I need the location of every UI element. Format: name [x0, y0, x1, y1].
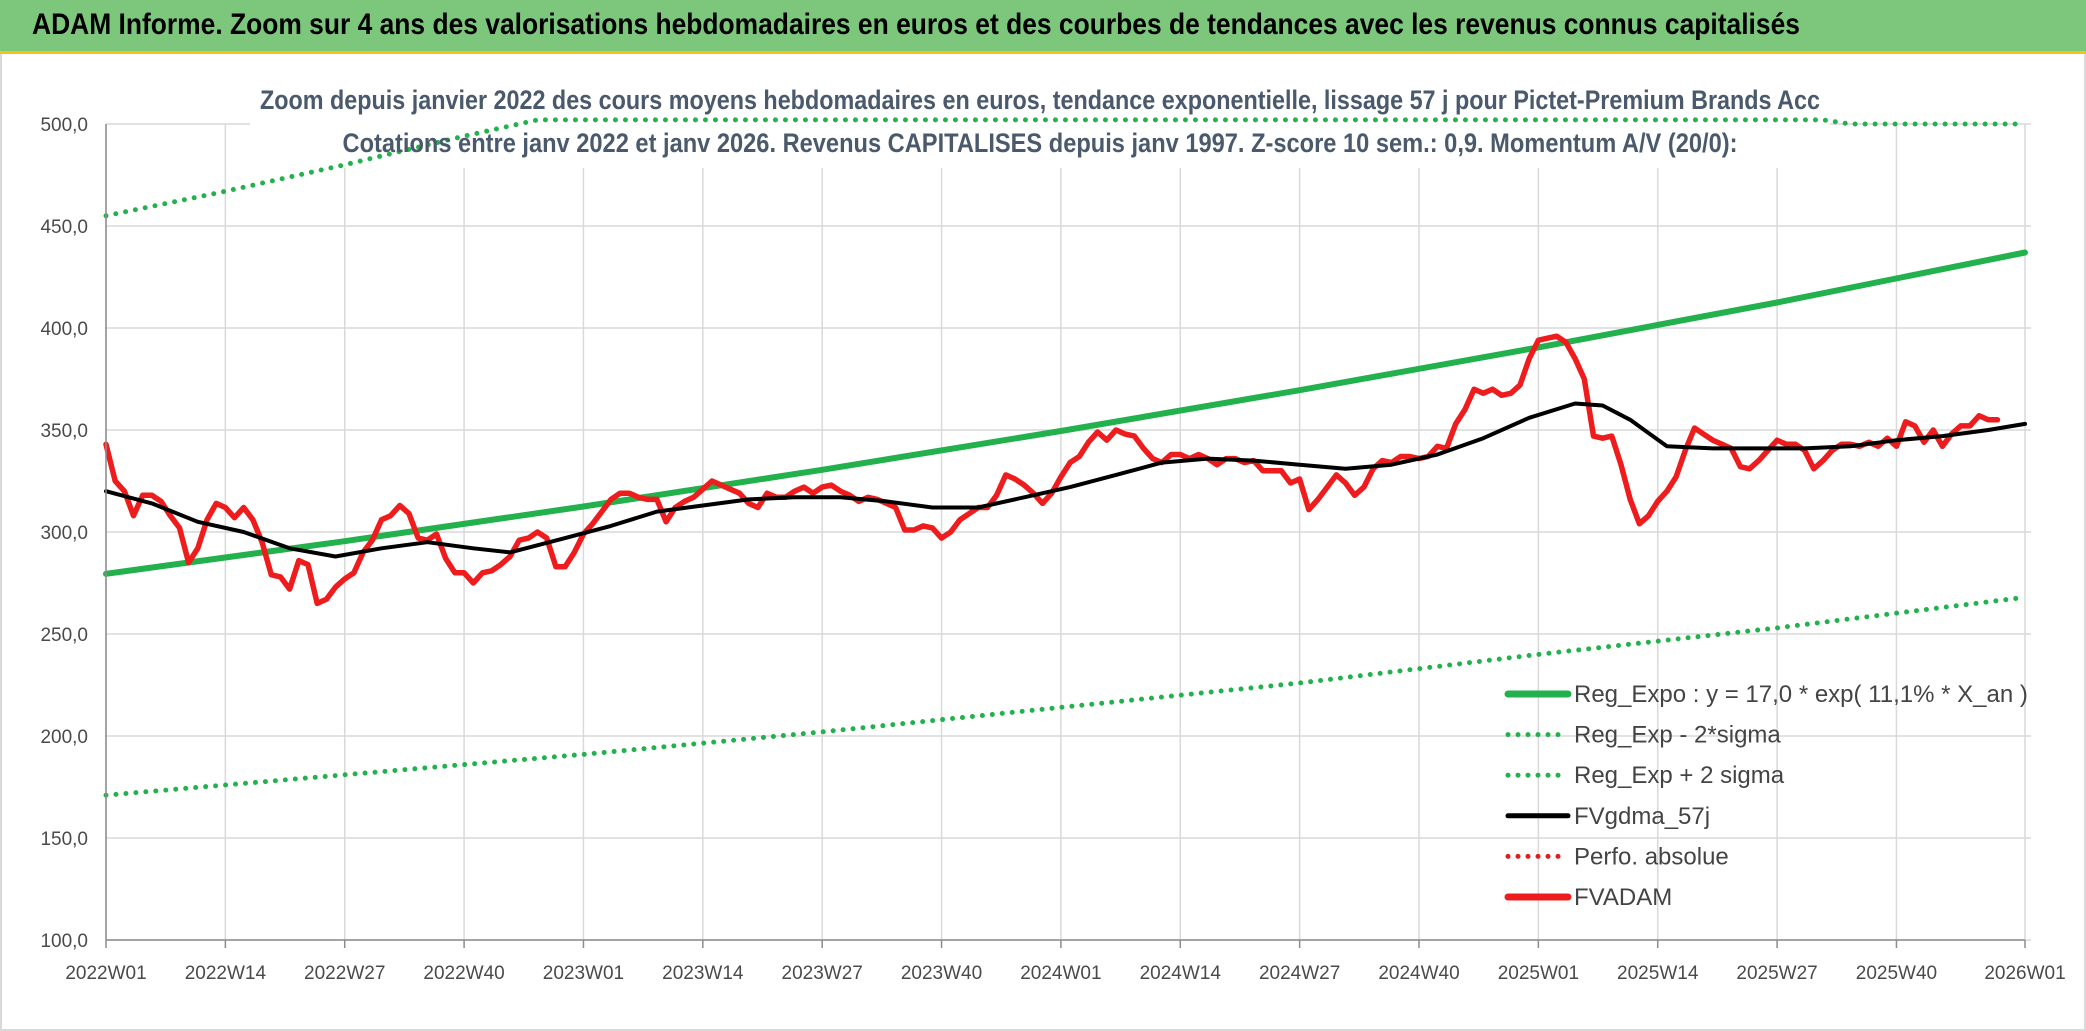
x-tick-label: 2023W40 — [901, 963, 982, 984]
chart-title-line-1: Zoom depuis janvier 2022 des cours moyen… — [260, 85, 1820, 115]
axes: 500,0 450,0 400,0 350,0 300,0 250,0 200,0 150,0… — [40, 115, 2065, 984]
series-line-1 — [103, 594, 2028, 798]
header-banner: ADAM Informe. Zoom sur 4 ans des valoris… — [0, 0, 2086, 54]
x-tick-label: 2023W27 — [782, 963, 863, 984]
x-tick-label: 2025W27 — [1736, 963, 1817, 984]
x-tick-label: 2022W14 — [185, 963, 267, 984]
y-tick-label: 400,0 — [40, 319, 88, 340]
chart-frame — [0, 54, 2086, 1031]
legend-label-3: FVgdma_57j — [1574, 803, 1710, 830]
plot-series — [103, 117, 2028, 798]
x-tick-label: 2022W40 — [423, 963, 504, 984]
legend-label-0: Reg_Expo : y = 17,0 * exp( 11,1% * X_an … — [1574, 681, 2028, 708]
y-tick-label: 250,0 — [40, 625, 88, 646]
y-tick-label: 200,0 — [40, 727, 88, 748]
x-tick-label: 2023W14 — [662, 963, 744, 984]
x-tick-label: 2025W14 — [1617, 963, 1699, 984]
x-tick-label: 2022W27 — [304, 963, 385, 984]
x-tick-label: 2022W01 — [65, 963, 146, 984]
x-tick-label: 2025W40 — [1856, 963, 1937, 984]
x-tick-label: 2024W01 — [1020, 963, 1101, 984]
y-tick-label: 500,0 — [40, 115, 88, 136]
y-tick-label: 450,0 — [40, 217, 88, 238]
legend-label-1: Reg_Exp - 2*sigma — [1574, 722, 1781, 749]
legend-label-2: Reg_Exp + 2 sigma — [1574, 762, 1785, 789]
x-tick-label: 2023W01 — [543, 963, 624, 984]
page-title: ADAM Informe. Zoom sur 4 ans des valoris… — [32, 8, 1800, 41]
y-tick-label: 150,0 — [40, 829, 88, 850]
series-line-3 — [104, 401, 2027, 559]
chart-title-backdrop — [250, 78, 1830, 168]
y-tick-label: 350,0 — [40, 421, 88, 442]
chart-title-line-2: Cotations entre janv 2022 et janv 2026. … — [343, 128, 1738, 158]
legend-label-5: FVADAM — [1574, 884, 1672, 911]
x-tick-label: 2024W27 — [1259, 963, 1340, 984]
grid-lines — [105, 78, 2031, 941]
series-line-0 — [103, 249, 2028, 577]
x-tick-label: 2024W40 — [1378, 963, 1459, 984]
y-tick-label: 300,0 — [40, 523, 88, 544]
series-line-2 — [103, 117, 2028, 219]
x-tick-label: 2025W01 — [1498, 963, 1579, 984]
legend-label-4: Perfo. absolue — [1574, 843, 1729, 870]
y-tick-label: 100,0 — [40, 931, 88, 952]
x-tick-label: 2024W14 — [1140, 963, 1222, 984]
series-line-5 — [103, 333, 2001, 607]
x-tick-label: 2026W01 — [1984, 963, 2065, 984]
legend: Reg_Expo : y = 17,0 * exp( 11,1% * X_an … — [1504, 681, 2028, 911]
chart-title: Zoom depuis janvier 2022 des cours moyen… — [260, 85, 1820, 158]
